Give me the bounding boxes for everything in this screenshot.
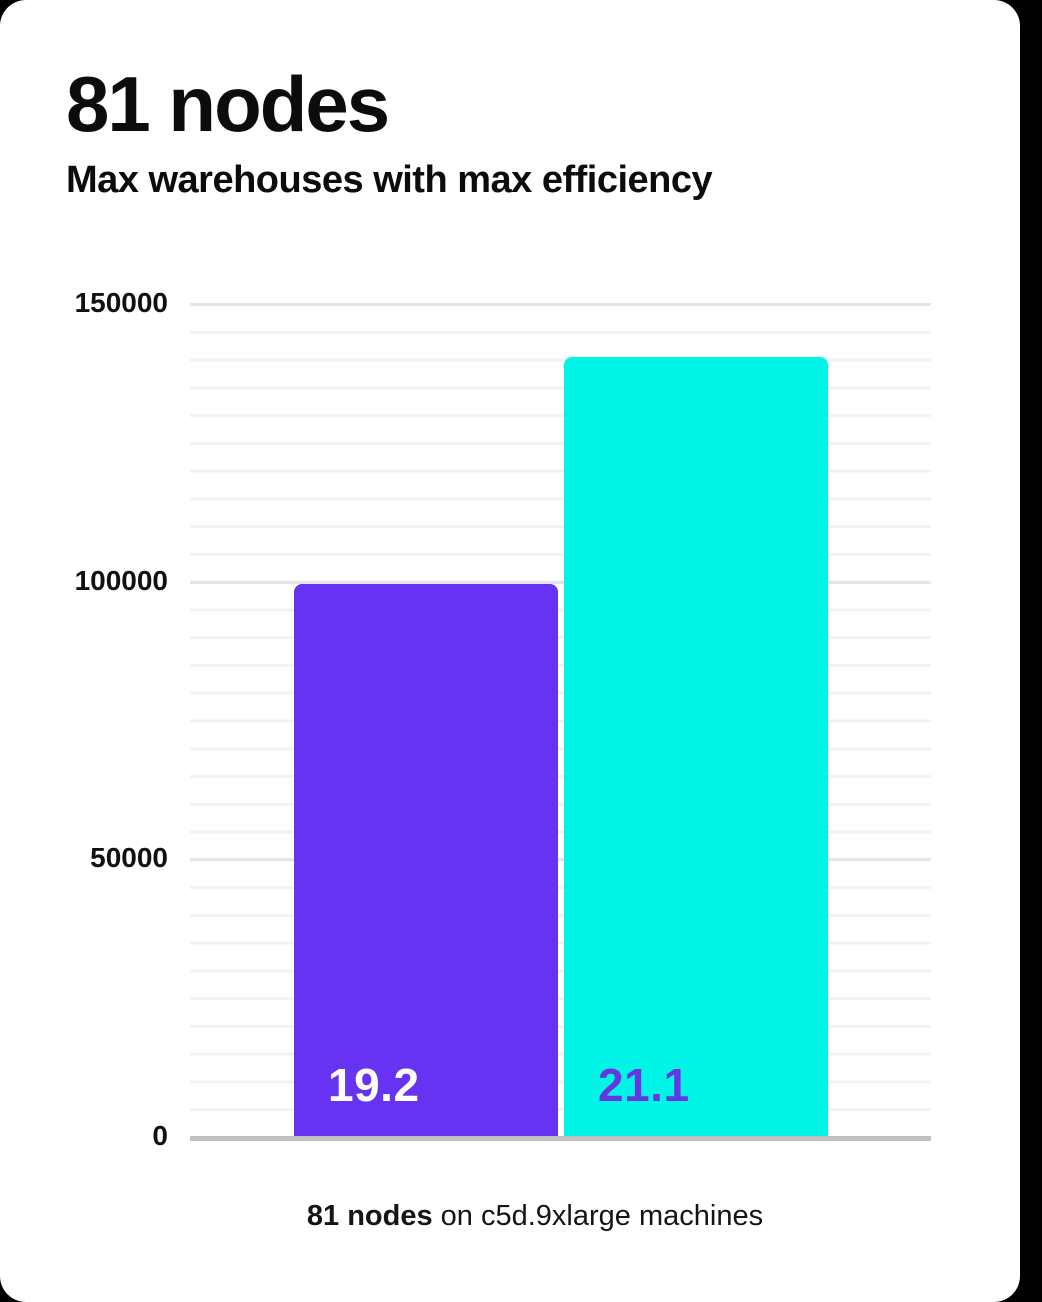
bar-chart-plot-area: 19.2 21.1 (190, 303, 931, 1136)
bar-cyan: 21.1 (564, 357, 828, 1136)
gridline-50000 (190, 858, 931, 862)
page-title: 81 nodes (66, 60, 390, 148)
y-axis-tick-150000: 150000 (74, 287, 168, 318)
y-axis-tick-50000: 50000 (90, 842, 168, 873)
bar-purple: 19.2 (294, 584, 558, 1136)
y-axis-tick-0: 0 (152, 1120, 168, 1151)
chart-card: 81 nodes Max warehouses with max efficie… (0, 0, 1020, 1302)
bar-purple-value-label: 19.2 (328, 1059, 420, 1111)
page-subtitle: Max warehouses with max efficiency (66, 159, 713, 201)
y-axis-tick-100000: 100000 (74, 565, 168, 596)
gridline-150000 (190, 303, 931, 306)
gridline-100000 (190, 580, 931, 584)
caption-rest-text: on c5d.9xlarge machines (432, 1200, 764, 1232)
bar-cyan-value-label: 21.1 (598, 1059, 690, 1111)
caption-bold-text: 81 nodes (306, 1200, 433, 1232)
x-axis-baseline (190, 1136, 931, 1141)
chart-caption: 81 nodes on c5d.9xlarge machines (50, 1196, 1020, 1236)
